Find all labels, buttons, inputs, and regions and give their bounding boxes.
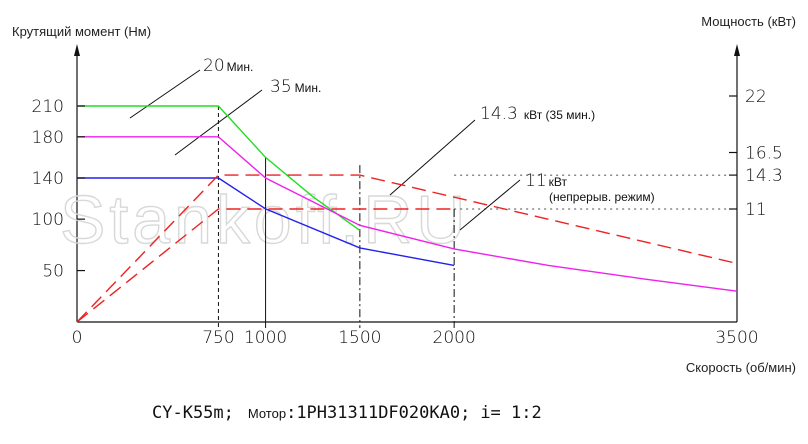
annotation-14-3-value: 14.3 bbox=[480, 104, 518, 124]
chart-series bbox=[76, 105, 738, 323]
guide-lines bbox=[217, 106, 737, 328]
footer-ratio: i= 1:2 bbox=[480, 403, 541, 423]
torque-curve bbox=[77, 105, 361, 232]
x-tick-label: 1000 bbox=[244, 328, 287, 348]
annotation-35-unit: Мин. bbox=[295, 81, 322, 95]
x-tick-label: 750 bbox=[202, 328, 234, 348]
footer-motor-code: :1PH31311DF020KA0; bbox=[286, 403, 470, 423]
footer-line: CY-K55m; Мотор:1PH31311DF020KA0; i= 1:2 bbox=[152, 403, 542, 423]
x-tick-label: 3500 bbox=[715, 328, 758, 348]
chart-ticks: 0 750 1000 1500 2000 3500 210 180 140 100 50 22 16.5… bbox=[32, 87, 783, 348]
y-left-tick-label: 140 bbox=[32, 169, 64, 189]
annotation-11-value: 11 bbox=[525, 171, 547, 191]
footer-motor-label: Мотор bbox=[248, 406, 286, 421]
annotation-leader bbox=[129, 69, 201, 119]
left-axis-arrow bbox=[74, 44, 80, 56]
right-axis-label: Мощность (кВт) bbox=[701, 14, 796, 29]
annotation-20-unit: Мин. bbox=[227, 60, 254, 74]
footer-model: CY-K55m; bbox=[152, 403, 234, 423]
watermark: Stankoff.RU bbox=[60, 182, 469, 258]
y-right-tick-label: 16.5 bbox=[745, 144, 783, 164]
x-tick-label: 1500 bbox=[338, 328, 381, 348]
annotation-14-3-kw: 14.3 кВт (35 мин.) bbox=[480, 104, 595, 124]
annotation-35-value: 35 bbox=[270, 77, 292, 97]
y-right-tick-label: 11 bbox=[745, 200, 767, 220]
torque-curve bbox=[77, 177, 455, 267]
annotation-35-min: 35 Мин. bbox=[270, 77, 321, 97]
annotation-leader bbox=[459, 179, 521, 231]
y-left-tick-label: 180 bbox=[32, 128, 64, 148]
right-axis-arrow bbox=[734, 44, 740, 56]
x-tick-label: 0 bbox=[72, 328, 83, 348]
y-right-tick-label: 22 bbox=[745, 87, 767, 107]
annotation-14-3-unit: кВт (35 мин.) bbox=[524, 108, 595, 122]
annotation-leader bbox=[389, 119, 476, 196]
x-axis-label: Скорость (об/мин) bbox=[686, 360, 796, 375]
annotation-20-value: 20 bbox=[203, 56, 225, 76]
power-curve bbox=[76, 174, 738, 323]
y-left-tick-label: 100 bbox=[32, 210, 64, 230]
y-left-tick-label: 210 bbox=[32, 97, 64, 117]
y-right-tick-label: 14.3 bbox=[745, 166, 783, 186]
power-curve bbox=[76, 208, 455, 323]
annotation-11-note: (непрерыв. режим) bbox=[549, 190, 655, 204]
left-axis-label: Крутящий момент (Нм) bbox=[12, 24, 151, 39]
annotation-20-min: 20 Мин. bbox=[203, 56, 253, 76]
annotation-11-kw: 11 кВт bbox=[525, 171, 567, 191]
x-tick-label: 2000 bbox=[433, 328, 476, 348]
torque-curve bbox=[77, 136, 738, 292]
annotation-leaders bbox=[129, 69, 521, 231]
annotation-leader bbox=[174, 89, 263, 156]
annotation-11-unit: кВт bbox=[549, 175, 568, 189]
y-left-tick-label: 50 bbox=[42, 262, 64, 282]
